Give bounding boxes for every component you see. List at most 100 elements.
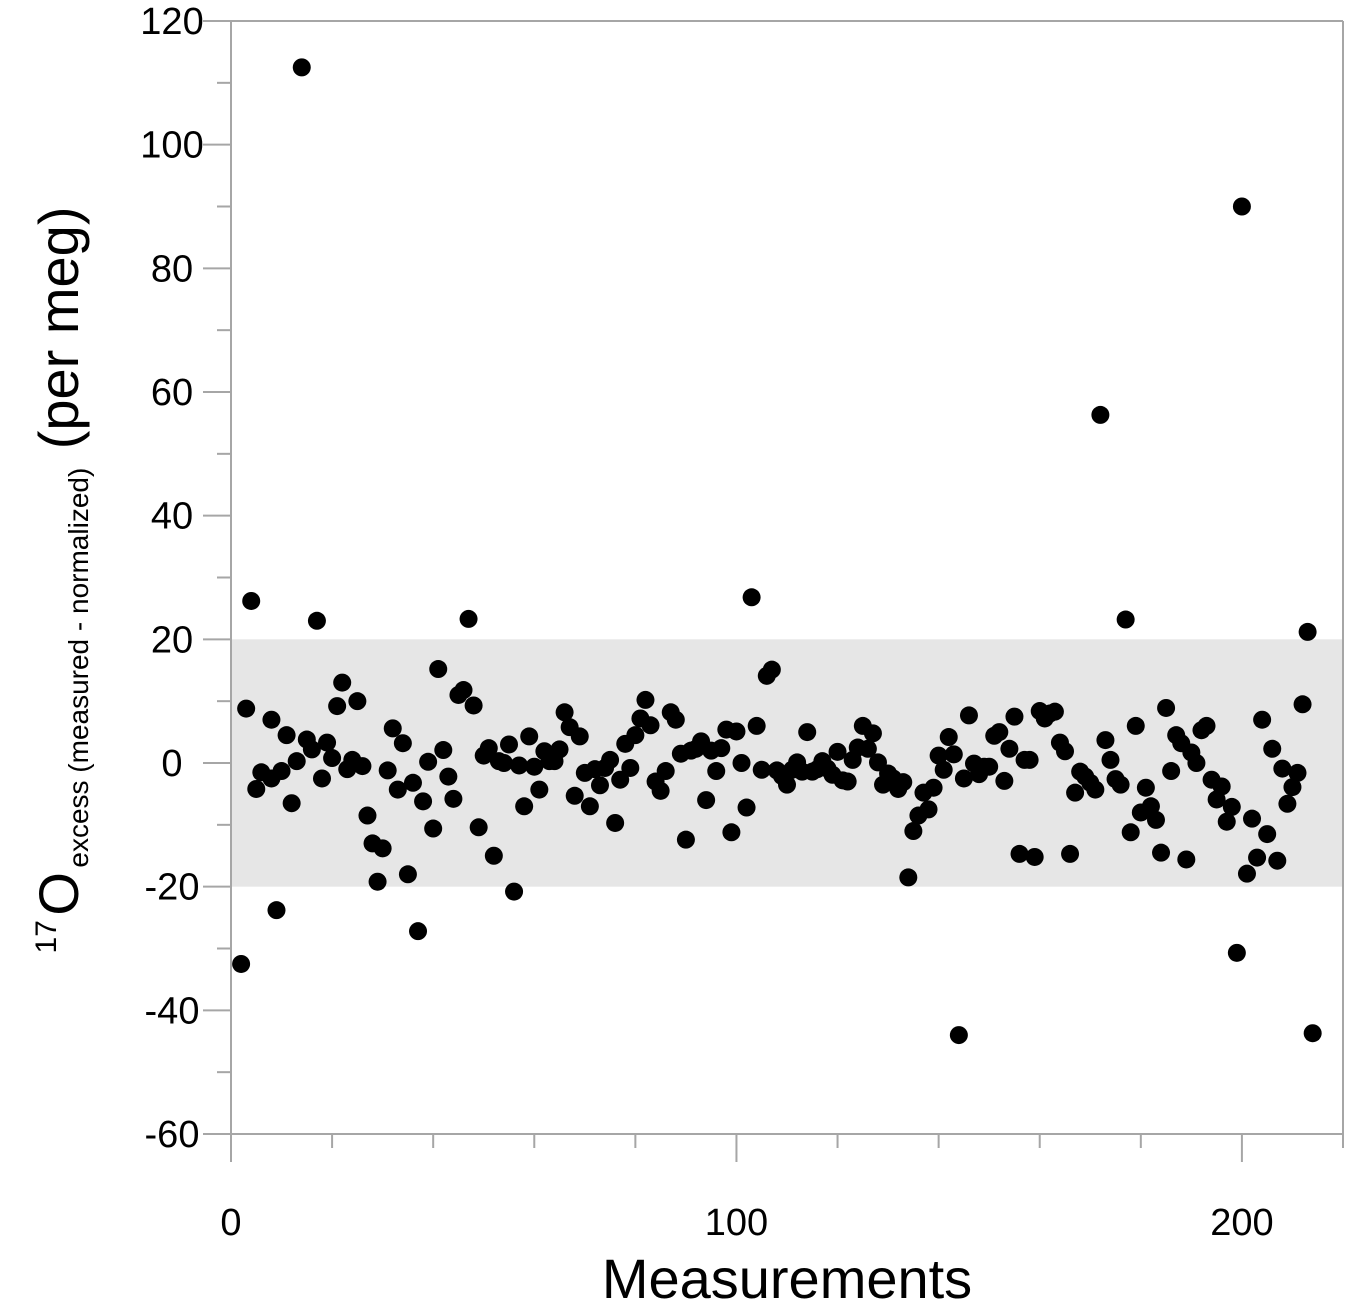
data-point [944,745,963,764]
data-point [378,761,397,780]
data-point [444,789,463,808]
data-point [601,750,620,769]
data-point [924,778,943,797]
y-tick-label: -60 [145,1114,200,1156]
y-tick-label: 20 [151,619,193,661]
y-tick-label: 60 [151,372,193,414]
data-point [1066,783,1085,802]
y-tick-label: 100 [140,125,203,167]
data-point [277,726,296,745]
data-point [656,762,675,781]
data-point [469,818,488,837]
data-point [1136,778,1155,797]
data-point [666,710,685,729]
data-point [530,780,549,799]
data-point [429,660,448,679]
data-point [863,724,882,743]
data-point [1263,739,1282,758]
data-point [1288,763,1307,782]
data-point [464,696,483,715]
data-point [1248,848,1267,867]
data-point [737,798,756,817]
data-point [722,823,741,842]
data-point [1086,780,1105,799]
data-point [626,726,645,745]
data-point [651,781,670,800]
data-point [348,692,367,711]
data-point [1005,707,1024,726]
x-tick-label: 100 [705,1202,768,1244]
data-point [1157,698,1176,717]
data-point [454,681,473,700]
data-point [388,780,407,799]
data-point [333,673,352,692]
x-axis-label: Measurements [602,1247,972,1310]
data-point [904,822,923,841]
data-point [1111,775,1130,794]
data-point [1091,405,1110,424]
data-point [894,773,913,792]
data-point [858,739,877,758]
data-point [1258,825,1277,844]
data-point [1121,823,1140,842]
data-point [312,769,331,788]
data-point [570,727,589,746]
data-point [1298,622,1317,641]
data-point [1232,197,1251,216]
data-point [611,770,630,789]
data-point [242,591,261,610]
data-point [580,797,599,816]
data-point [747,716,766,735]
data-point [323,749,342,768]
data-point [727,722,746,741]
data-point [1212,777,1231,796]
data-point [1152,843,1171,862]
data-point [949,1026,968,1045]
data-point [590,776,609,795]
data-point [414,792,433,811]
data-point [479,739,498,758]
data-point [419,752,438,771]
data-point [368,872,387,891]
data-point [899,868,918,887]
data-point [1197,716,1216,735]
data-point [752,760,771,779]
data-point [292,58,311,77]
data-point [393,734,412,753]
data-point [383,719,402,738]
data-point [272,762,291,781]
data-point [929,746,948,765]
data-point [515,797,534,816]
data-point [353,757,372,776]
data-point [828,742,847,761]
data-point [403,773,422,792]
y-label-superscript: 17 [30,920,63,953]
data-point [762,660,781,679]
data-point [409,922,428,941]
data-point [1101,750,1120,769]
data-point [641,716,660,735]
data-point [707,762,726,781]
data-point [676,830,695,849]
data-point [1116,610,1135,629]
data-point [328,697,347,716]
data-point [995,771,1014,790]
data-point [1096,731,1115,750]
data-point [262,710,281,729]
data-point [1162,762,1181,781]
data-point [1293,695,1312,714]
data-point [510,756,529,775]
data-point [1025,847,1044,866]
svg-text:17 O excess (measu: 17 O excess (measured - normalized) (per… [27,207,94,954]
y-label-unit: (per meg) [27,207,90,450]
data-point [919,800,938,819]
data-point [1253,710,1272,729]
data-point [1273,759,1292,778]
data-point [1141,797,1160,816]
data-point [232,954,251,973]
data-point [1045,702,1064,721]
data-point [494,754,513,772]
data-point [1278,794,1297,813]
data-point [606,813,625,832]
